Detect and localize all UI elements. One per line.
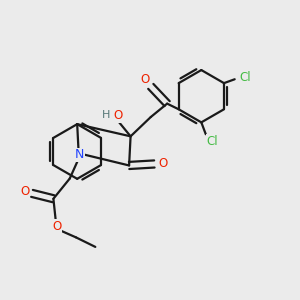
Text: H: H	[102, 110, 110, 120]
Text: O: O	[141, 73, 150, 86]
Text: O: O	[52, 220, 62, 233]
Text: O: O	[113, 109, 123, 122]
Text: Cl: Cl	[239, 71, 250, 84]
Text: Cl: Cl	[207, 135, 218, 148]
Text: O: O	[20, 185, 29, 198]
Text: N: N	[75, 148, 84, 161]
Text: O: O	[158, 158, 167, 170]
